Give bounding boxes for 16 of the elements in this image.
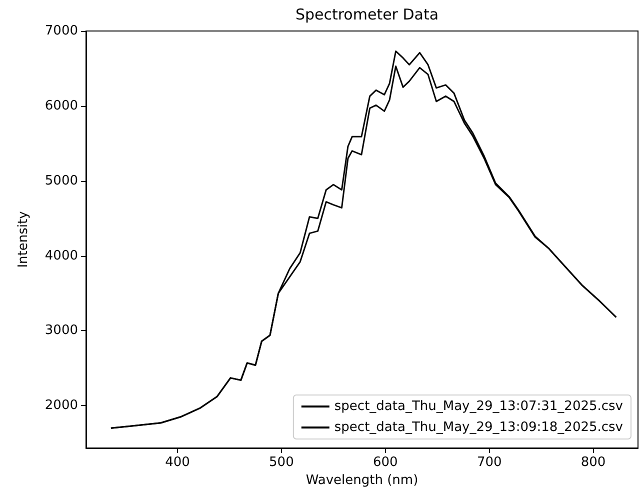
x-tick-label: 700 [476,455,502,470]
x-tick-label: 600 [372,455,398,470]
y-tick-label: 7000 [44,24,78,38]
legend-label: spect_data_Thu_May_29_13:07:31_2025.csv [334,399,624,414]
x-tick-label: 500 [269,455,294,470]
x-axis-title: Wavelength (nm) [306,472,418,488]
y-tick-label: 2000 [44,398,78,414]
legend-label: spect_data_Thu_May_29_13:09:18_2025.csv [334,420,624,435]
y-tick-label: 5000 [44,173,78,188]
x-tick-label: 800 [580,455,606,470]
chart-title: Spectrometer Data [295,6,439,24]
y-axis-title: Intensity [16,210,31,268]
y-tick-label: 4000 [44,248,78,264]
y-tick-label: 6000 [44,98,78,114]
y-tick-label: 3000 [44,323,78,338]
x-tick-label: 400 [165,455,190,470]
